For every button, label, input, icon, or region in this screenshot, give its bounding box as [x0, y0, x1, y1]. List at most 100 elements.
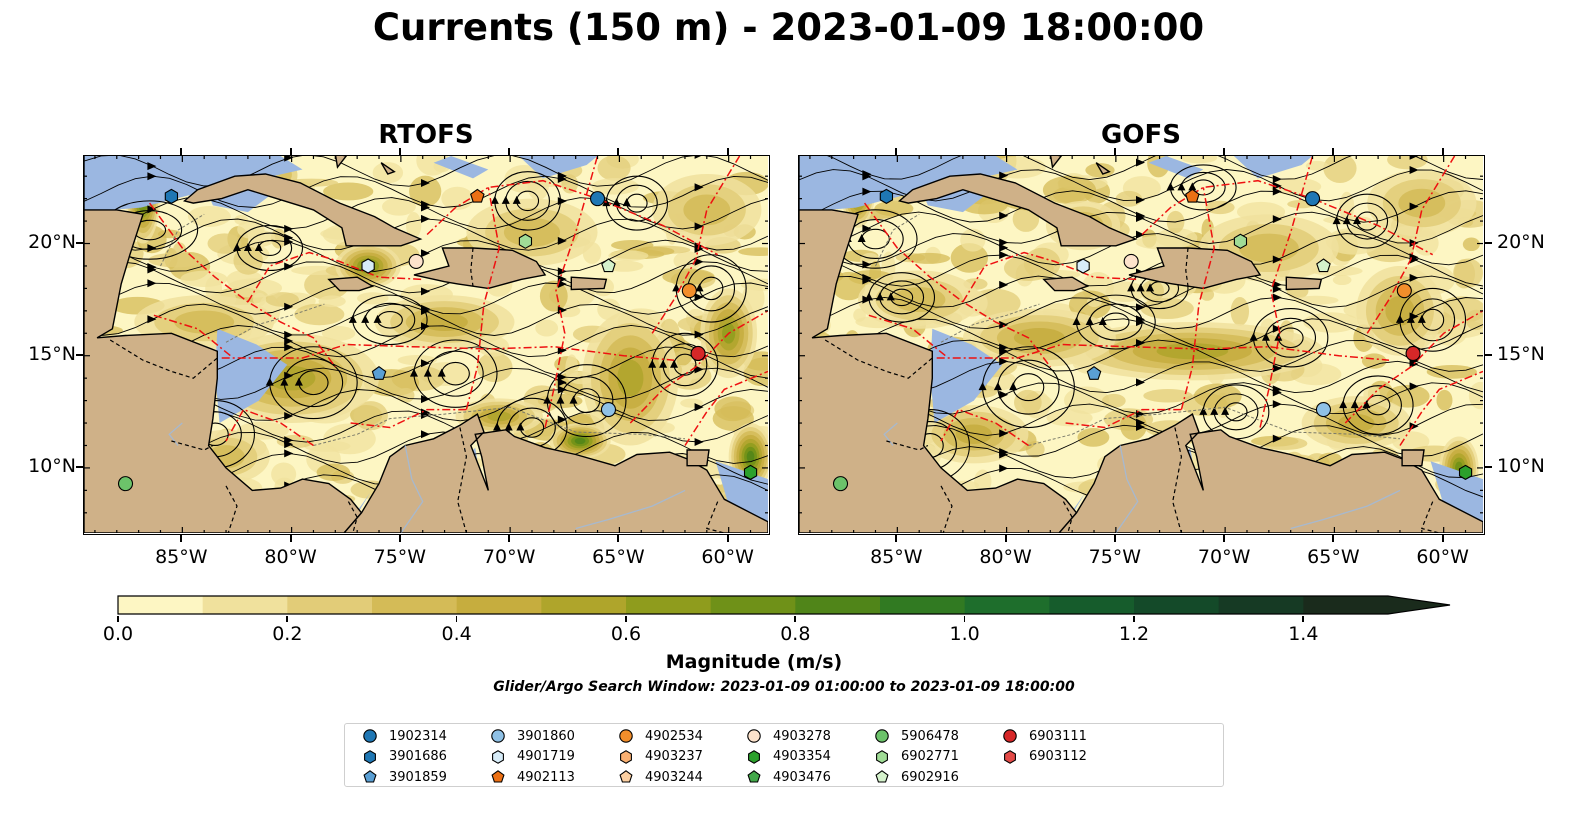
legend-marker-icon [364, 749, 376, 764]
legend-label: 6902916 [901, 769, 959, 785]
figure-title: Currents (150 m) - 2023-01-09 18:00:00 [372, 6, 1205, 49]
float-4901719-rtofs [361, 258, 375, 274]
legend-marker-icon [1003, 729, 1017, 743]
float-3901686-rtofs [164, 188, 179, 205]
lat-tick-label: 10°N [1497, 454, 1545, 477]
legend-label: 3901860 [517, 728, 575, 744]
colorbar-tick-mark [794, 616, 796, 622]
colorbar-tick-label: 0.4 [441, 623, 472, 645]
legend-label: 4903278 [773, 728, 831, 744]
shallow-water-gofs [799, 156, 1483, 533]
float-4903278-gofs [1123, 253, 1139, 270]
legend-item: 4903354 [745, 748, 831, 766]
lat-tick-mark [76, 353, 83, 356]
lon-tick-mark [617, 148, 620, 155]
colorbar-segment [1218, 596, 1304, 614]
legend-marker-icon [491, 770, 505, 783]
lon-tick-mark [1332, 535, 1335, 542]
map-rtofs-canvas [84, 156, 768, 533]
lon-tick-mark [895, 535, 898, 542]
lon-tick-label: 65°W [592, 546, 645, 568]
legend-item: 3901859 [361, 768, 447, 786]
colorbar-segment [964, 596, 1050, 614]
colorbar-segment [456, 596, 542, 614]
lon-tick-mark [289, 148, 292, 155]
colorbar-segment [541, 596, 627, 614]
lat-tick-label: 20°N [1497, 230, 1545, 253]
legend-marker-icon [619, 770, 633, 783]
float-1902314-gofs [1304, 191, 1321, 207]
legend-item: 6902916 [873, 768, 959, 786]
legend-label: 4902113 [517, 769, 575, 785]
lon-tick-mark [1441, 535, 1444, 542]
colorbar-segment [118, 596, 204, 614]
lon-tick-mark [398, 148, 401, 155]
lon-tick-label: 75°W [1088, 546, 1142, 568]
legend-item: 5906478 [873, 727, 959, 745]
frame-ticks-rtofs [84, 156, 768, 533]
eez-boundaries-gofs [863, 156, 1483, 447]
land-rtofs [84, 156, 768, 533]
depth-contours-gofs [875, 213, 1401, 446]
lon-tick-mark [508, 535, 511, 542]
legend-label: 5906478 [901, 728, 959, 744]
lon-tick-mark [895, 148, 898, 155]
lon-tick-label: 85°W [155, 546, 208, 568]
lon-tick-mark [726, 148, 729, 155]
float-5906478-rtofs [117, 476, 134, 492]
search-window-caption: Glider/Argo Search Window: 2023-01-09 01… [493, 679, 1075, 695]
float-markers-rtofs [117, 188, 758, 492]
float-6903111-rtofs [690, 345, 706, 362]
colorbar-tick-label: 0.6 [610, 623, 642, 645]
colorbar-outline [117, 595, 1451, 615]
lon-tick-label: 70°W [482, 546, 536, 568]
lon-tick-mark [398, 535, 401, 542]
lat-tick-label: 15°N [1497, 342, 1545, 365]
float-4902113-rtofs [470, 188, 485, 203]
colorbar-tick-label: 0.8 [780, 623, 811, 645]
float-6902771-gofs [1233, 233, 1248, 249]
lon-tick-label: 80°W [979, 546, 1032, 568]
legend-marker-icon [875, 770, 889, 783]
float-3901860-rtofs [600, 402, 617, 418]
country-borders-gofs [824, 247, 1440, 533]
colorbar-label: Magnitude (m/s) [665, 651, 843, 673]
legend-label: 4901719 [517, 749, 575, 764]
depth-contours-rtofs [160, 213, 686, 446]
colorbar-tick-mark [117, 616, 119, 622]
legend-marker-icon [491, 729, 505, 743]
legend-label: 3901686 [389, 749, 447, 764]
legend-marker-icon [620, 749, 632, 764]
lat-tick-label: 20°N [28, 230, 76, 253]
colorbar-segment [795, 596, 881, 614]
colorbar-tick-label: 1.2 [1118, 623, 1150, 645]
legend-label: 6903112 [1029, 749, 1087, 764]
lat-tick-mark [76, 241, 83, 244]
legend-label: 6903111 [1029, 728, 1087, 744]
float-5906478-gofs [832, 476, 849, 492]
legend-marker-icon [747, 770, 761, 783]
colorbar-segment [880, 596, 966, 614]
legend-label: 4903354 [773, 749, 831, 764]
panel-title-gofs: GOFS [1101, 120, 1181, 150]
float-3901686-gofs [879, 188, 894, 205]
eez-boundaries-rtofs [148, 156, 768, 447]
map-gofs [798, 155, 1485, 535]
legend-marker-icon [747, 729, 761, 743]
legend-label: 4903476 [773, 769, 831, 785]
legend-item: 4903237 [617, 748, 703, 766]
legend-label: 1902314 [389, 728, 447, 744]
lon-tick-label: 60°W [1416, 546, 1469, 568]
colorbar-tick-mark [963, 616, 966, 622]
float-markers-gofs [832, 188, 1473, 492]
lat-tick-mark [1485, 353, 1492, 356]
map-gofs-canvas [799, 156, 1483, 533]
legend-item: 4901719 [489, 748, 575, 766]
float-4902534-rtofs [681, 283, 697, 299]
lat-tick-mark [1485, 465, 1492, 468]
float-3901859-gofs [1086, 366, 1102, 380]
float-6902916-rtofs [601, 258, 616, 273]
float-6902771-rtofs [518, 233, 533, 249]
legend-marker-icon [748, 749, 760, 764]
float-4902534-gofs [1396, 283, 1412, 299]
